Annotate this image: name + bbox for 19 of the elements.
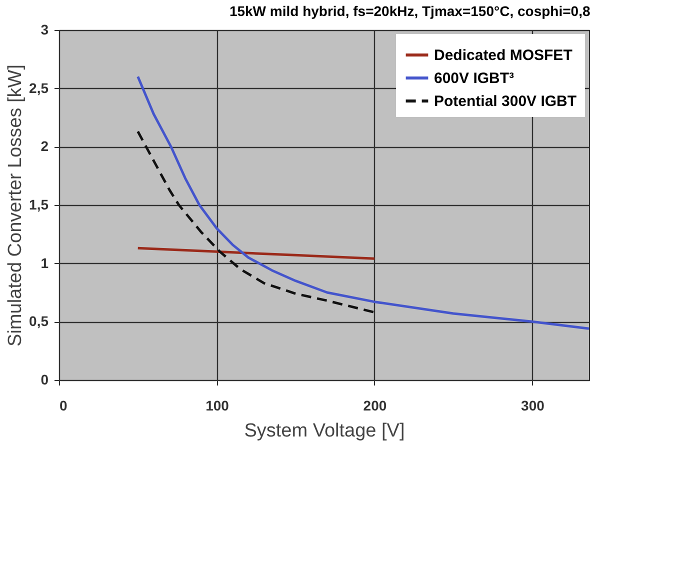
x-tick-label: 300	[521, 398, 545, 414]
legend-label: 600V IGBT³	[434, 70, 514, 87]
x-tick-label: 200	[363, 398, 387, 414]
y-tick-label: 1,5	[29, 196, 49, 212]
x-tick-label: 0	[60, 398, 68, 414]
line-series	[136, 130, 376, 314]
y-tick-label: 3	[40, 22, 49, 38]
y-tick-label: 2,5	[29, 80, 49, 96]
y-tick-label: 0	[40, 372, 49, 388]
y-axis-title: Simulated Converter Losses [kW]	[5, 64, 26, 346]
legend-label: Potential 300V IGBT	[434, 93, 577, 110]
y-tick-label: 0,5	[29, 313, 49, 330]
x-tick-label: 100	[206, 398, 230, 414]
y-tick-label: 2	[40, 138, 49, 154]
line-series	[136, 246, 376, 260]
legend-label: Dedicated MOSFET	[434, 47, 572, 64]
x-axis-title: System Voltage [V]	[244, 420, 405, 442]
chart-title: 15kW mild hybrid, fs=20kHz, Tjmax=150°C, cosphi=0,8	[229, 3, 590, 19]
y-tick-label: 1	[40, 254, 49, 271]
